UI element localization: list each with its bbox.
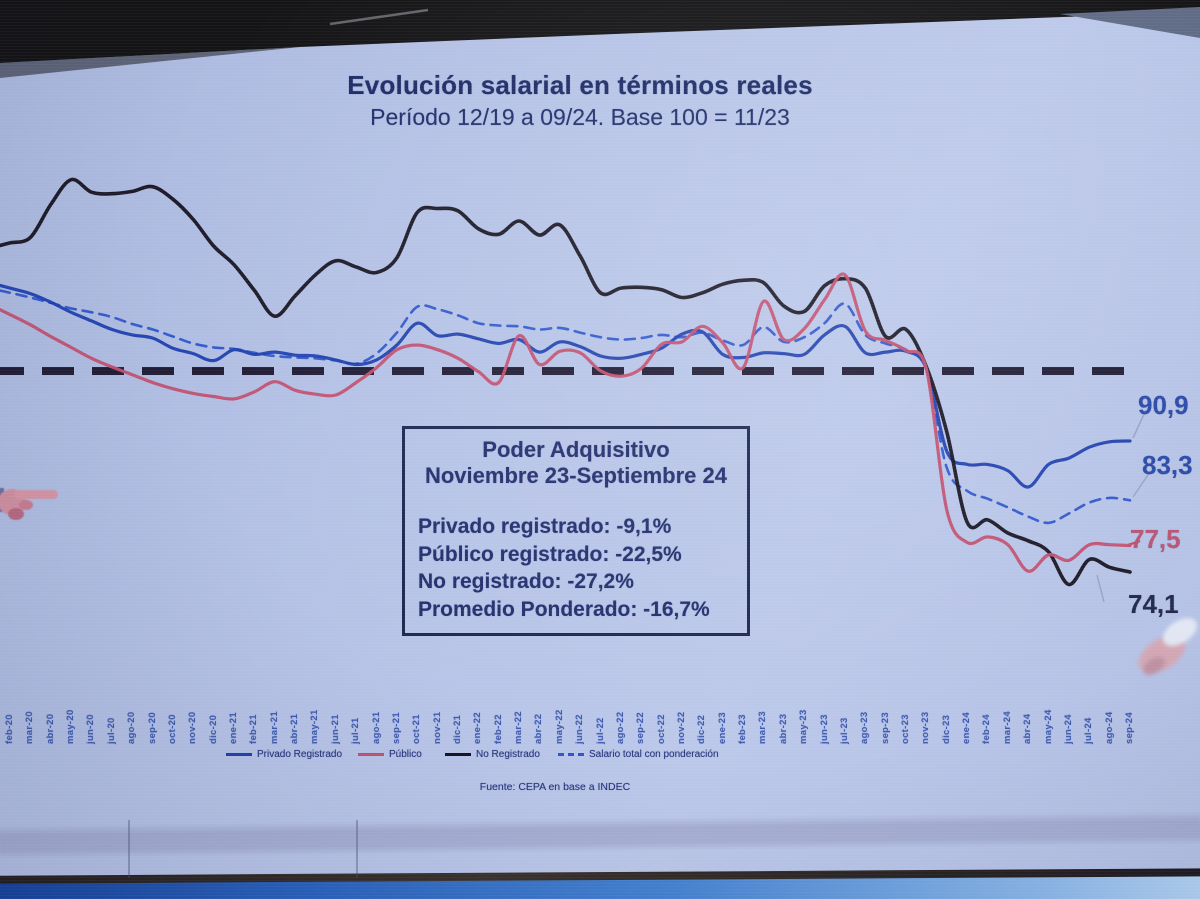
x-axis-label-dic-21: dic-21 <box>452 714 463 744</box>
chart-title: Evolución salarial en términos reales <box>347 70 813 100</box>
x-axis-label-jun-21: jun-21 <box>329 714 341 744</box>
x-axis-label-abr-21: abr-21 <box>289 713 301 744</box>
x-axis-label-oct-21: oct-21 <box>411 714 423 744</box>
legend-label-4: Salario total con ponderación <box>589 749 719 760</box>
x-axis-label-jun-24: jun-24 <box>1062 714 1074 744</box>
x-axis-label-jul-24: jul-24 <box>1083 717 1095 744</box>
end-value-no-registrado: 74,1 <box>1128 589 1179 619</box>
x-axis-label-feb-24: feb-24 <box>981 714 993 744</box>
annotation-title-line1: Poder Adquisitivo <box>482 437 670 462</box>
legend-item-2: Público <box>358 749 422 760</box>
x-axis-label-mar-24: mar-24 <box>1001 711 1013 744</box>
x-axis-label-oct-20: oct-20 <box>166 714 178 744</box>
x-axis-label-mar-20: mar-20 <box>24 711 36 744</box>
x-axis-label-nov-22: nov-22 <box>676 711 687 744</box>
legend-swatch-3 <box>445 753 471 756</box>
end-value-privado: 90,9 <box>1138 390 1189 420</box>
x-axis-label-dic-20: dic-20 <box>207 714 219 744</box>
annotation-line-privado: Privado registrado: -9,1% <box>418 515 672 538</box>
x-axis-label-mar-21: mar-21 <box>268 711 280 744</box>
x-axis-label-may-21: may-21 <box>309 709 321 744</box>
x-axis-label-jun-20: jun-20 <box>85 714 97 744</box>
x-axis-label-ene-23: ene-23 <box>716 712 728 744</box>
legend-label-3: No Registrado <box>476 749 540 760</box>
legend-item-3: No Registrado <box>445 749 540 760</box>
end-value-salario-total: 83,3 <box>1142 450 1193 480</box>
x-axis-label-nov-20: nov-20 <box>187 711 199 744</box>
annotation-title-line2: Noviembre 23-Septiembre 24 <box>424 463 728 488</box>
leader-line-74-1 <box>1096 574 1105 603</box>
x-axis-label-jul-21: jul-21 <box>350 717 362 744</box>
chart-subtitle: Período 12/19 a 09/24. Base 100 = 11/23 <box>370 104 790 130</box>
x-axis-label-may-22: may-22 <box>553 709 565 744</box>
x-axis-label-ene-21: ene-21 <box>228 712 239 744</box>
x-axis-label-sep-22: sep-22 <box>635 712 647 744</box>
annotation-line-publico: Público registrado: -22,5% <box>418 542 682 566</box>
x-axis-label-feb-23: feb-23 <box>737 714 749 744</box>
x-axis-label-feb-20: feb-20 <box>4 714 15 744</box>
x-axis-label-ago-22: ago-22 <box>614 711 626 744</box>
x-axis-label-ago-24: ago-24 <box>1103 711 1115 744</box>
x-axis-label-oct-22: oct-22 <box>655 714 667 744</box>
annotation-line-promedio: Promedio Ponderado: -16,7% <box>418 597 710 621</box>
x-axis-label-jul-22: jul-22 <box>594 717 606 744</box>
source-note: Fuente: CEPA en base a INDEC <box>479 781 631 793</box>
x-axis-label-abr-22: abr-22 <box>533 713 545 744</box>
x-axis-label-abr-24: abr-24 <box>1022 713 1034 744</box>
legend-item-1: Privado Registrado <box>226 749 342 760</box>
legend-swatch-1 <box>226 753 252 756</box>
x-axis-label-sep-21: sep-21 <box>390 712 402 744</box>
legend-item-4: Salario total con ponderación <box>558 749 719 760</box>
annotation-line-no-registrado: No registrado: -27,2% <box>418 570 634 593</box>
x-axis-label-may-23: may-23 <box>798 709 810 744</box>
x-axis-label-oct-23: oct-23 <box>900 714 911 744</box>
x-axis-label-mar-22: mar-22 <box>513 711 525 744</box>
x-axis-label-ago-21: ago-21 <box>370 711 382 744</box>
x-axis-label-sep-24: sep-24 <box>1124 712 1135 744</box>
x-axis-label-nov-21: nov-21 <box>431 711 443 744</box>
x-axis-label-ene-22: ene-22 <box>472 712 484 744</box>
x-axis-label-sep-23: sep-23 <box>879 712 891 744</box>
x-axis-label-jul-20: jul-20 <box>105 717 117 744</box>
x-axis-label-feb-22: feb-22 <box>492 714 504 744</box>
x-axis-label-jun-23: jun-23 <box>818 714 830 744</box>
x-axis-label-ago-20: ago-20 <box>126 711 138 744</box>
x-axis-label-feb-21: feb-21 <box>248 714 260 744</box>
annotation-box: Poder Adquisitivo Noviembre 23-Septiembr… <box>402 426 750 636</box>
x-axis-label-ago-23: ago-23 <box>859 711 871 744</box>
legend-swatch-4 <box>558 753 584 756</box>
x-axis-label-jul-23: jul-23 <box>838 717 850 744</box>
x-axis-label-nov-23: nov-23 <box>920 711 932 744</box>
x-axis-label-may-24: may-24 <box>1042 709 1054 744</box>
x-axis-label-dic-23: dic-23 <box>940 714 952 744</box>
x-axis-label-dic-22: dic-22 <box>696 714 708 744</box>
end-value-publico: 77,5 <box>1130 524 1181 554</box>
x-axis-label-sep-20: sep-20 <box>146 712 158 744</box>
x-axis-label-ene-24: ene-24 <box>961 712 973 744</box>
legend-swatch-2 <box>358 753 384 756</box>
x-axis-label-abr-20: abr-20 <box>44 713 56 744</box>
x-axis-label-abr-23: abr-23 <box>777 713 789 744</box>
x-axis-label-may-20: may-20 <box>65 709 77 744</box>
x-axis-label-mar-23: mar-23 <box>757 711 769 744</box>
x-axis-label-jun-22: jun-22 <box>574 714 586 744</box>
legend-label-1: Privado Registrado <box>257 749 343 760</box>
legend-label-2: Público <box>389 749 422 760</box>
